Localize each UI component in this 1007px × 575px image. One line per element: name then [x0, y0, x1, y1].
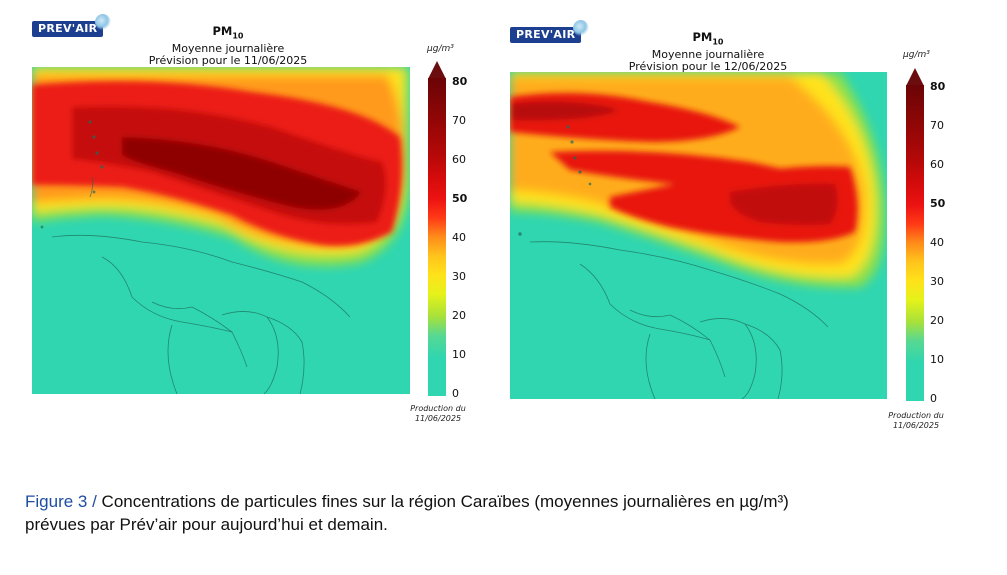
tick-80: 80: [930, 80, 946, 93]
prevair-logo: PREV'AIR: [32, 14, 112, 37]
unit-label: µg/m³: [903, 50, 930, 60]
tick-20: 20: [452, 309, 466, 322]
tick-40: 40: [930, 236, 944, 249]
forecast-date: Prévision pour le 12/06/2025: [628, 60, 788, 74]
colorbar: [428, 61, 446, 396]
coastlines: [529, 241, 829, 399]
tick-0: 0: [930, 392, 937, 405]
colorbar-gradient: [906, 85, 924, 401]
coastlines: [51, 176, 351, 394]
tick-40: 40: [452, 231, 466, 244]
figure-label: Figure 3 /: [25, 492, 97, 511]
colorbar-overflow-arrow: [428, 61, 446, 79]
tick-0: 0: [452, 387, 459, 400]
figure-caption: Figure 3 / Concentrations de particules …: [25, 490, 990, 536]
tick-30: 30: [930, 275, 944, 288]
colorbar-overflow-arrow: [906, 68, 924, 86]
pollutant-title: PM10: [212, 24, 244, 41]
map-title-block: PM10 Moyenne journalière Prévision pour …: [578, 31, 838, 74]
production-date: Production du 11/06/2025: [888, 411, 944, 430]
plume-darkred-east: [730, 183, 838, 226]
island-markers: [518, 125, 592, 236]
plume-darkred-north: [510, 101, 620, 121]
pollutant-title: PM10: [692, 30, 724, 47]
tick-10: 10: [930, 353, 944, 366]
plume-core: [122, 137, 362, 210]
forecast-panel-day2: PREV'AIR PM10 Moyenne journalière Prévis…: [478, 0, 978, 450]
map-subtitle: Moyenne journalière: [651, 47, 765, 61]
swirl-icon: [95, 14, 112, 30]
production-date: Production du 11/06/2025: [410, 404, 466, 423]
unit-label: µg/m³: [427, 44, 454, 54]
tick-80: 80: [452, 75, 468, 88]
map-subtitle: Moyenne journalière: [171, 41, 285, 55]
tick-60: 60: [930, 158, 944, 171]
caption-text-line2: prévues par Prév’air pour aujourd’hui et…: [25, 515, 388, 534]
island-markers: [40, 120, 104, 229]
tick-50: 50: [930, 197, 946, 210]
prevair-logo: PREV'AIR: [510, 20, 590, 43]
tick-60: 60: [452, 153, 466, 166]
tick-10: 10: [452, 348, 466, 361]
pm10-map-day2: [510, 72, 887, 399]
tick-20: 20: [930, 314, 944, 327]
forecast-panel-day1: PREV'AIR PM10 Moyenne journalière Prévis…: [0, 0, 500, 450]
tick-70: 70: [452, 114, 466, 127]
forecast-date: Prévision pour le 11/06/2025: [148, 54, 308, 68]
colorbar: [906, 68, 924, 401]
colorbar-gradient: [428, 78, 446, 396]
tick-50: 50: [452, 192, 468, 205]
tick-70: 70: [930, 119, 944, 132]
tick-30: 30: [452, 270, 466, 283]
caption-text-line1: Concentrations de particules fines sur l…: [101, 492, 789, 511]
map-title-block: PM10 Moyenne journalière Prévision pour …: [98, 25, 358, 68]
pm10-map-day1: [32, 67, 410, 394]
swirl-icon: [573, 20, 590, 36]
